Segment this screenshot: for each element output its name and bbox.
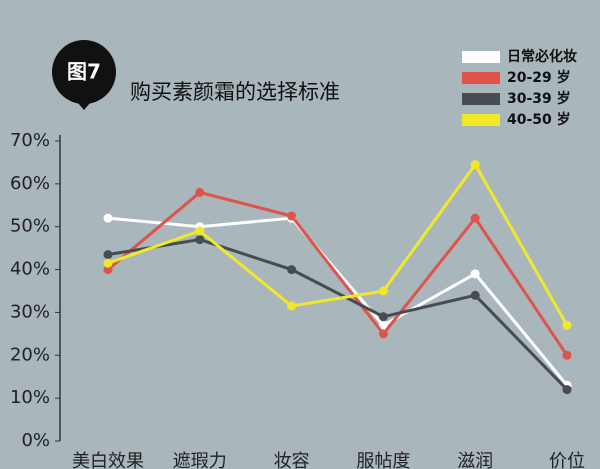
point [287,301,297,311]
series-line [107,190,569,357]
point [562,320,572,330]
point [470,213,480,223]
legend-label: 40-50 岁 [507,111,571,128]
x-tick-label: 妆容 [274,451,310,469]
series-line [107,216,569,387]
point [195,235,205,245]
badge [52,40,116,104]
x-tick-label: 美白效果 [72,451,144,469]
point [195,226,205,236]
point [103,265,113,275]
y-tick-label: 20% [10,344,50,365]
legend-swatch [462,51,500,63]
badge-label: 图7 [67,60,101,84]
point [470,160,480,170]
y-tick-label: 50% [10,216,50,237]
y-tick-label: 60% [10,173,50,194]
point [378,320,388,330]
x-tick-label: 滋润 [457,451,493,469]
point [378,312,388,322]
legend-label: 日常必化妆 [507,48,577,65]
point [287,265,297,275]
legend-label: 20-29 岁 [507,69,571,86]
point [195,187,205,197]
legend-label: 30-39 岁 [507,90,571,107]
point [378,286,388,296]
legend-swatch [462,114,500,126]
point [103,258,113,268]
y-tick-label: 70% [10,130,50,151]
legend-swatch [462,72,500,84]
point [470,290,480,300]
point [287,211,297,221]
series-line [107,238,569,391]
chart-title: 购买素颜霜的选择标准 [130,80,340,104]
legend-swatch [462,93,500,105]
point [562,385,572,395]
series-line [107,161,569,327]
y-tick-label: 40% [10,259,50,280]
y-tick-label: 10% [10,387,50,408]
y-tick-label: 30% [10,301,50,322]
x-tick-label: 遮瑕力 [173,451,227,469]
point [103,213,113,223]
x-tick-label: 价位 [549,451,585,469]
point [562,350,572,360]
y-tick-label: 0% [21,430,50,451]
point [378,329,388,339]
point [103,250,113,260]
badge-pointer [78,103,90,110]
x-tick-label: 服帖度 [356,451,410,469]
point [470,269,480,279]
